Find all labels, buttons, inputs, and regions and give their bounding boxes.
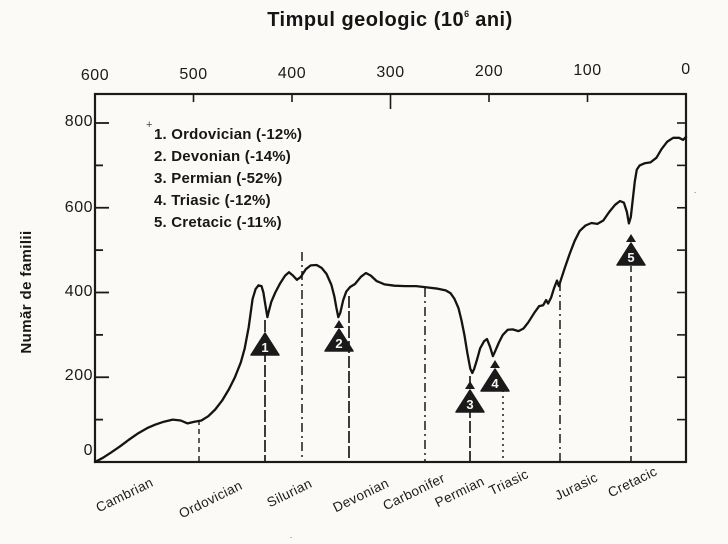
chart-title-text: Timpul geologic (10	[267, 9, 465, 31]
extinction-number: 3	[466, 397, 473, 412]
extinction-number: 2	[335, 336, 342, 351]
chart-title-exponent: 6	[464, 9, 470, 19]
x-tick-label: 200	[474, 63, 504, 80]
extinction-arrow-icon	[490, 360, 500, 368]
extinction-legend: 1. Ordovician (-12%) 2. Devonian (-14%) 3.…	[154, 124, 302, 234]
diversity-curve	[93, 135, 688, 464]
legend-item: 1. Ordovician (-12%)	[154, 126, 303, 143]
extinction-triangle-icon	[616, 242, 646, 266]
extinction-number: 4	[491, 376, 499, 391]
extinction-triangle-icon	[250, 332, 280, 356]
extinction-arrow-icon	[465, 381, 475, 389]
legend-item: 2. Devonian (-14%)	[154, 148, 291, 165]
extinction-arrow-icon	[626, 234, 636, 242]
y-tick-label: 200	[64, 367, 93, 384]
extinction-triangle-icon	[455, 389, 485, 413]
y-tick-label: 600	[64, 199, 93, 216]
legend-item: 3. Permian (-52%)	[154, 170, 283, 187]
chart-title-suffix: ani)	[469, 9, 513, 31]
legend-item: 5. Cretacic (-11%)	[154, 214, 282, 231]
extinction-triangle-icon	[480, 368, 510, 392]
scan-speck: +	[146, 119, 153, 131]
x-tick-label: 500	[179, 66, 208, 83]
x-tick-label: 400	[277, 65, 307, 82]
scan-speck: .	[290, 531, 293, 540]
x-tick-label: 600	[80, 67, 110, 84]
x-tick-label: 100	[573, 62, 602, 79]
chart-title: Timpul geologic (106 ani)	[225, 9, 555, 32]
legend-item: 4. Triasic (-12%)	[154, 192, 271, 209]
extinction-triangle-icon	[324, 328, 354, 352]
y-tick-label: 800	[64, 113, 93, 130]
extinction-number: 1	[261, 340, 268, 355]
extinction-number: 5	[627, 250, 634, 265]
y-tick-label: 0	[83, 442, 93, 459]
extinction-arrow-icon	[334, 320, 344, 328]
x-tick-label: 0	[681, 61, 691, 78]
x-tick-label: 300	[376, 64, 405, 81]
y-tick-label: 400	[64, 283, 93, 300]
scan-speck: .	[694, 186, 697, 195]
